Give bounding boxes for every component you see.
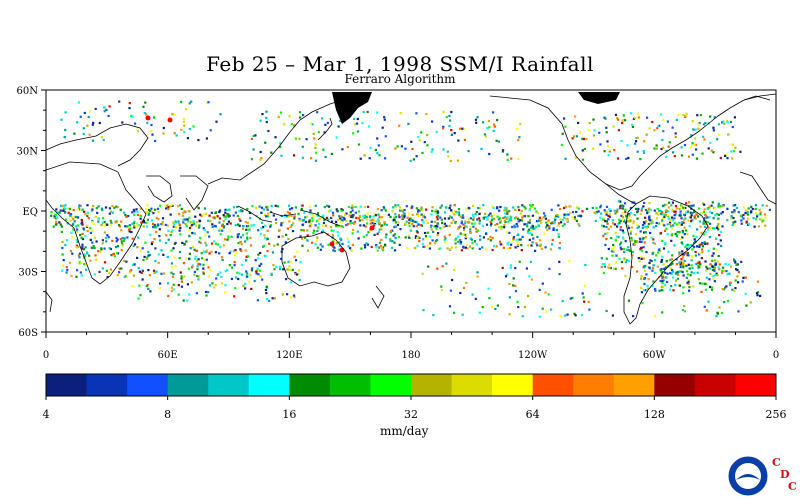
lat-label: 60S [18,328,38,339]
colorbar-tick-label: 4 [43,408,50,421]
colorbar-swatch [86,374,128,396]
lon-label: 0 [43,350,49,361]
colorbar-tick-label: 16 [282,408,296,421]
lon-label: 180 [401,350,420,361]
lat-label: 60N [17,86,39,97]
colorbar-swatch [735,374,777,396]
colorbar-swatch [492,374,534,396]
lon-label: 120E [276,350,302,361]
map-axes: 60N 30N EQ 30S 60S 0 60E 120E 180 120W 60W 0 [17,86,780,361]
colorbar-units: mm/day [380,424,429,438]
noaa-logo-gull [736,474,760,480]
colorbar-tick-label: 256 [766,408,787,421]
map-title: Feb 25 – Mar 1, 1998 SSM/I Rainfall [206,52,594,76]
colorbar-swatch [411,374,453,396]
colorbar-swatch [248,374,290,396]
colorbar-swatch [329,374,371,396]
colorbar-tick-label: 32 [404,408,418,421]
colorbar-swatch [46,374,88,396]
cdc-letter-2: D [780,468,790,481]
noaa-logo-text: NOAA [739,466,757,473]
colorbar-tick-label: 64 [526,408,540,421]
colorbar-swatch [694,374,736,396]
lon-label: 120W [518,350,548,361]
colorbar-tick-label: 128 [644,408,665,421]
colorbar-swatch [613,374,655,396]
lon-label: 0 [773,350,779,361]
colorbar-swatch [289,374,331,396]
colorbar-tick-label: 8 [164,408,171,421]
colorbar-swatch [208,374,250,396]
lon-label: 60E [158,350,178,361]
lon-label: 60W [643,350,667,361]
colorbar-swatch [167,374,209,396]
lat-label: 30S [18,268,38,279]
colorbar: 4 8 16 32 64 128 256 [43,373,787,421]
lat-label: 30N [17,147,39,158]
rainfall-pixels [50,100,771,318]
cdc-letter-3: C [788,480,797,493]
colorbar-swatch [451,374,493,396]
colorbar-swatch [573,374,615,396]
coastlines [45,93,777,325]
colorbar-swatch [127,374,169,396]
colorbar-swatch [654,374,696,396]
colorbar-swatch [370,374,412,396]
lat-label: EQ [23,207,39,218]
colorbar-swatch [532,374,574,396]
cdc-letter-1: C [772,456,781,469]
map-subtitle: Ferraro Algorithm [344,72,456,86]
